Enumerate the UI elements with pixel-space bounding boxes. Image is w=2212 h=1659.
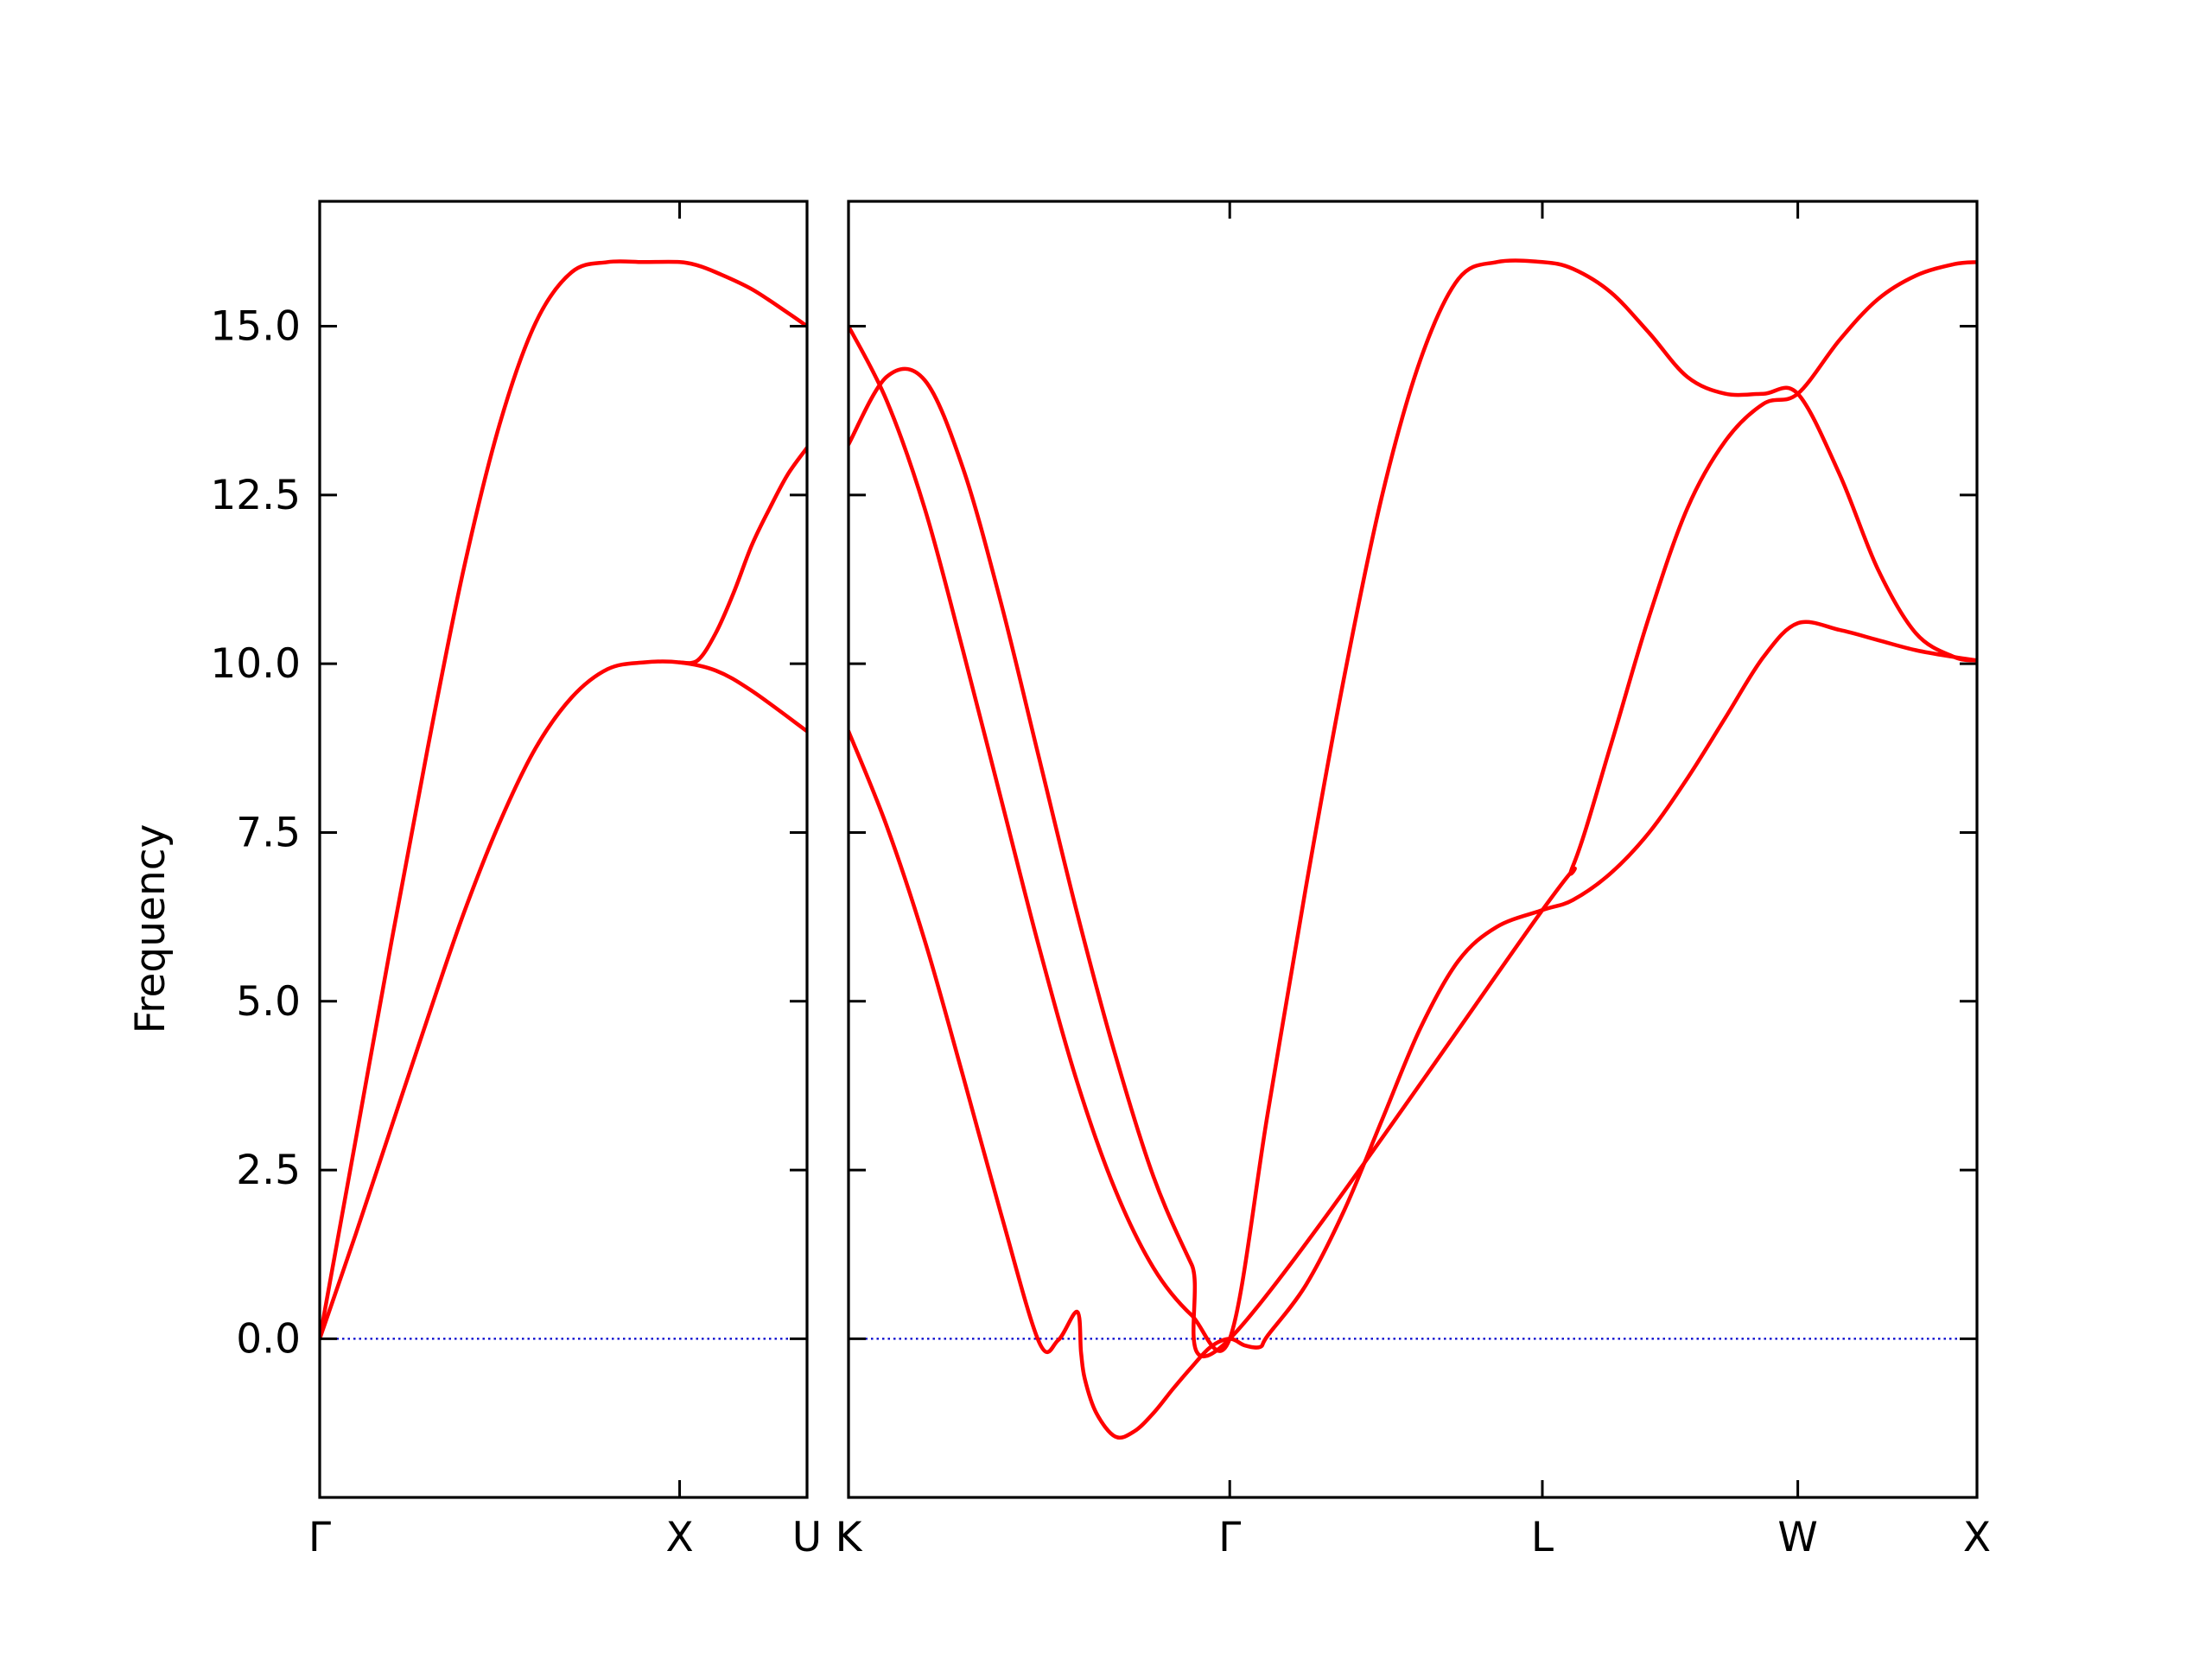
band-line-1 — [849, 620, 1977, 1440]
y-tick-label: 0.0 — [236, 1315, 301, 1363]
y-tick-label: 7.5 — [236, 809, 301, 856]
y-tick-label: 12.5 — [210, 472, 301, 519]
axes-frame — [847, 200, 1979, 1499]
band-line-3 — [677, 445, 807, 665]
y-tick-label: 15.0 — [210, 303, 301, 351]
band-line-3 — [849, 260, 1977, 1358]
x-tick-label: X — [665, 1514, 693, 1561]
band-line-1 — [320, 659, 807, 1341]
band-line-2 — [849, 258, 1977, 1353]
y-tick-label: 5.0 — [236, 978, 301, 1026]
y-axis-label-group: Frequency — [127, 824, 175, 1034]
x-tick-label: X — [1963, 1514, 1991, 1561]
x-tick-label: U — [792, 1514, 822, 1561]
x-tick-label: W — [1777, 1514, 1817, 1561]
plot-area — [320, 259, 807, 1341]
x-tick-label: Γ — [308, 1514, 331, 1561]
x-tick-label: L — [1531, 1514, 1554, 1561]
y-tick-label: 2.5 — [236, 1147, 301, 1194]
x-tick-label: K — [836, 1514, 863, 1561]
y-axis-label: Frequency — [127, 824, 175, 1034]
plot-area — [849, 258, 1977, 1440]
x-tick-label: Γ — [1218, 1514, 1241, 1561]
band-line-2 — [320, 259, 807, 1341]
y-tick-label: 10.0 — [210, 640, 301, 688]
panel-gamma-x-u: 0.0 2.5 5.0 7.5 10.0 12.5 15.0 Γ X U — [210, 200, 822, 1561]
axes-frame — [318, 200, 809, 1499]
